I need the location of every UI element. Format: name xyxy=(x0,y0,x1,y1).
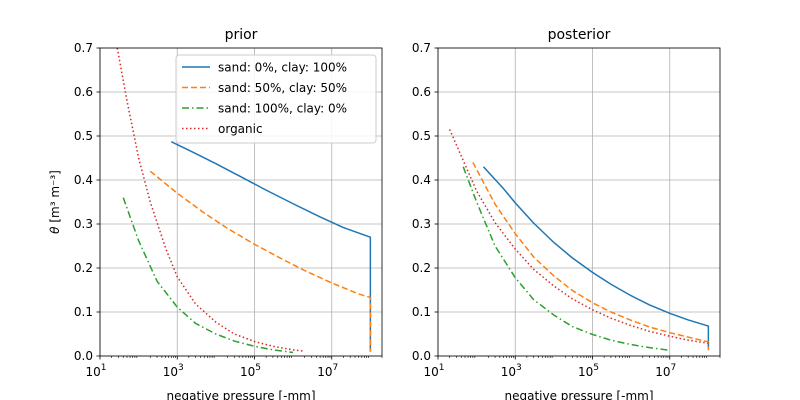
legend-label-1: sand: 50%, clay: 50% xyxy=(218,81,347,95)
legend-box xyxy=(175,54,377,144)
series-lines xyxy=(448,129,710,352)
axes-frame xyxy=(99,47,383,357)
x-tick-label: 105 xyxy=(240,363,261,379)
y-axis: 0.0 0.1 0.2 0.3 0.4 0.5 0.6 0.7 θ [m³ m⁻³] xyxy=(48,41,100,363)
y-tick-label: 0.6 xyxy=(74,85,93,99)
y-tick-label: 0.3 xyxy=(412,217,431,231)
y-tick-label: 0.5 xyxy=(412,129,431,143)
y-tick-label: 0.4 xyxy=(412,173,431,187)
series-line-1 xyxy=(149,170,372,352)
y-tick-label: 0.1 xyxy=(74,305,93,319)
legend: sand: 0%, clay: 100% sand: 50%, clay: 50%… xyxy=(175,54,377,144)
x-tick-label: 101 xyxy=(423,363,444,379)
y-axis-label: θ [m³ m⁻³] xyxy=(48,170,62,234)
x-tick-label: 103 xyxy=(163,363,184,379)
axes-frame xyxy=(437,47,721,357)
x-tick-label: 107 xyxy=(317,363,338,379)
x-tick-label: 107 xyxy=(655,363,676,379)
x-axis-label: negative pressure [-mm] xyxy=(504,389,653,400)
y-tick-label: 0.0 xyxy=(412,349,431,363)
y-tick-label: 0.7 xyxy=(74,41,93,55)
series-line-3 xyxy=(116,47,305,352)
y-tick-label: 0.2 xyxy=(412,261,431,275)
y-tick-label: 0.1 xyxy=(412,305,431,319)
series-line-3 xyxy=(448,129,709,344)
x-axis-label: negative pressure [-mm] xyxy=(166,389,315,400)
series-line-0 xyxy=(482,166,710,348)
x-tick-label: 103 xyxy=(501,363,522,379)
legend-label-2: sand: 100%, clay: 0% xyxy=(218,102,347,116)
y-axis: 0.0 0.1 0.2 0.3 0.4 0.5 0.6 0.7 xyxy=(412,41,438,363)
y-tick-label: 0.3 xyxy=(74,217,93,231)
y-tick-label: 0.4 xyxy=(74,173,93,187)
panel-title: prior xyxy=(225,27,258,43)
series-line-2 xyxy=(122,197,294,354)
y-tick-label: 0.2 xyxy=(74,261,93,275)
panel-title: posterior xyxy=(548,27,611,43)
y-tick-label: 0.0 xyxy=(74,349,93,363)
series-lines xyxy=(116,47,372,354)
y-tick-label: 0.6 xyxy=(412,85,431,99)
series-line-2 xyxy=(462,166,670,352)
x-tick-label: 101 xyxy=(85,363,106,379)
y-tick-label: 0.7 xyxy=(412,41,431,55)
y-tick-label: 0.5 xyxy=(74,129,93,143)
x-tick-label: 105 xyxy=(578,363,599,379)
series-line-0 xyxy=(170,141,372,352)
series-line-1 xyxy=(472,162,710,351)
legend-label-3: organic xyxy=(218,122,263,136)
legend-label-0: sand: 0%, clay: 100% xyxy=(218,61,347,75)
grid xyxy=(437,47,720,357)
